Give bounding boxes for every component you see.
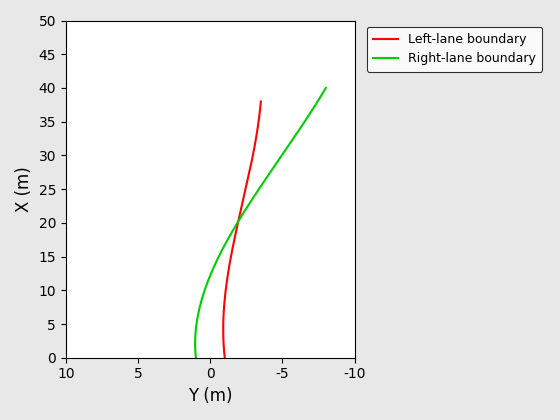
- Left-lane boundary: [221, 355, 228, 360]
- Left-lane boundary: [240, 198, 246, 203]
- Right-lane boundary: [193, 354, 199, 360]
- Legend: Left-lane boundary, Right-lane boundary: Left-lane boundary, Right-lane boundary: [367, 27, 542, 71]
- Left-lane boundary: [252, 139, 259, 144]
- Left-lane boundary: [221, 354, 228, 360]
- Right-lane boundary: [250, 194, 257, 200]
- Left-lane boundary: [239, 202, 245, 207]
- Right-lane boundary: [193, 355, 199, 360]
- Left-lane boundary: [258, 99, 264, 104]
- Line: Left-lane boundary: Left-lane boundary: [223, 102, 261, 358]
- Right-lane boundary: [323, 85, 329, 90]
- Right-lane boundary: [307, 111, 314, 116]
- Left-lane boundary: [239, 203, 245, 208]
- Line: Right-lane boundary: Right-lane boundary: [195, 88, 326, 358]
- Right-lane boundary: [296, 128, 302, 133]
- Left-lane boundary: [255, 123, 262, 128]
- Right-lane boundary: [253, 190, 260, 195]
- X-axis label: Y (m): Y (m): [188, 387, 232, 405]
- Right-lane boundary: [250, 195, 256, 200]
- Y-axis label: X (m): X (m): [15, 166, 33, 212]
